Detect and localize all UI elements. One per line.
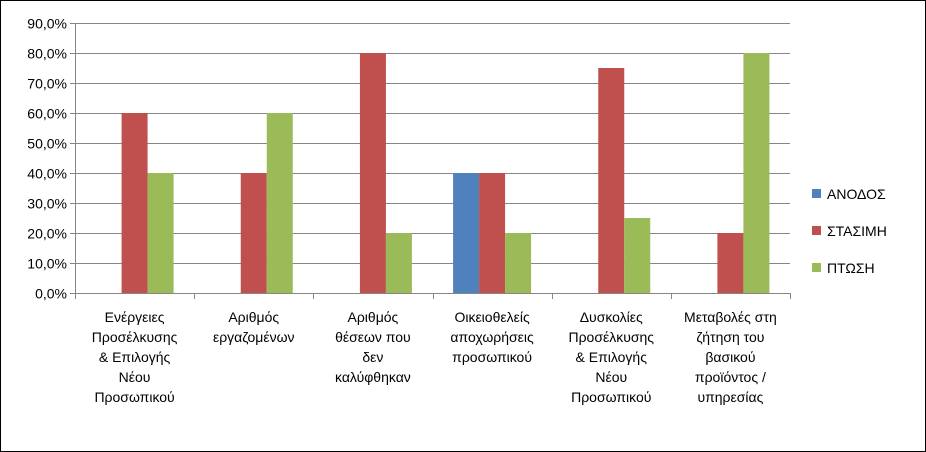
bar xyxy=(479,173,506,293)
y-tick-label: 50,0% xyxy=(27,136,67,152)
y-tick-label: 10,0% xyxy=(27,256,67,272)
bar xyxy=(266,113,293,293)
bar xyxy=(743,53,770,293)
legend: ΑΝΟΔΟΣ ΣΤΑΣΙΜΗ ΠΤΩΣΗ xyxy=(812,175,887,286)
x-tick-label: Οικειοθελείς αποχωρήσεις προσωπικού xyxy=(450,309,534,365)
legend-item: ΣΤΑΣΙΜΗ xyxy=(812,212,887,249)
y-tick-label: 30,0% xyxy=(27,196,67,212)
x-tick-label: Αριθμός θέσεων που δεν καλύφθηκαν xyxy=(334,309,411,385)
x-tick-label: Αριθμός εργαζομένων xyxy=(212,309,295,345)
y-tick-label: 80,0% xyxy=(27,46,67,62)
x-tick-label: Δυσκολίες Προσέλκυσης & Επιλογής Νέου Πρ… xyxy=(568,309,655,405)
bar xyxy=(624,218,651,293)
bar xyxy=(359,53,386,293)
legend-item: ΑΝΟΔΟΣ xyxy=(812,175,887,212)
x-tick-label: Μεταβολές στη ζήτηση του βασικού προϊόντ… xyxy=(684,309,777,405)
legend-label: ΠΤΩΣΗ xyxy=(827,259,875,276)
x-tick-label: Ενέργειες Προσέλκυσης & Επιλογής Νέου Πρ… xyxy=(91,309,178,405)
bar xyxy=(240,173,267,293)
bar xyxy=(147,173,174,293)
legend-swatch xyxy=(812,226,821,235)
y-tick-label: 90,0% xyxy=(27,16,67,32)
y-tick-label: 40,0% xyxy=(27,166,67,182)
bar xyxy=(121,113,148,293)
legend-label: ΣΤΑΣΙΜΗ xyxy=(827,222,887,239)
y-tick-label: 20,0% xyxy=(27,226,67,242)
bar xyxy=(598,68,625,293)
y-tick-label: 60,0% xyxy=(27,106,67,122)
legend-label: ΑΝΟΔΟΣ xyxy=(827,185,886,202)
bar xyxy=(453,173,480,293)
y-tick-label: 0,0% xyxy=(35,286,67,302)
bar xyxy=(717,233,744,293)
legend-swatch xyxy=(812,263,821,272)
y-tick-label: 70,0% xyxy=(27,76,67,92)
bar xyxy=(505,233,532,293)
legend-item: ΠΤΩΣΗ xyxy=(812,249,887,286)
bar xyxy=(385,233,412,293)
legend-swatch xyxy=(812,189,821,198)
